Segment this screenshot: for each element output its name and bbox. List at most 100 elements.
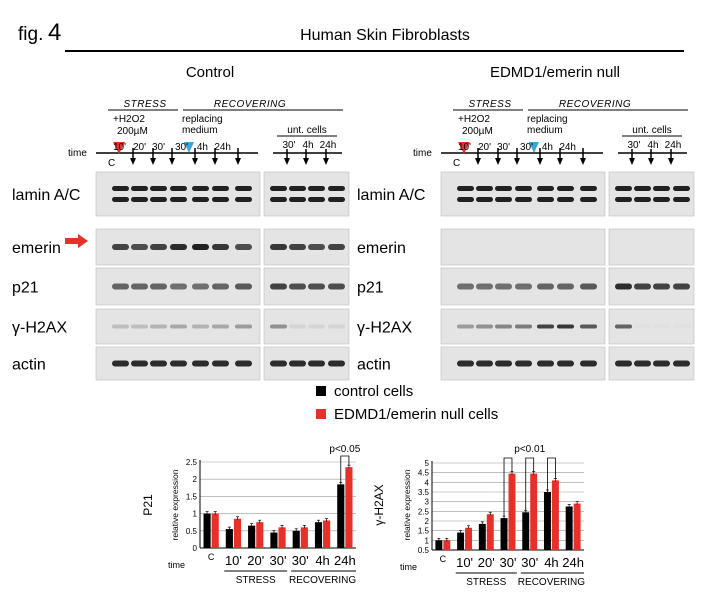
band — [537, 360, 554, 367]
band — [457, 186, 474, 191]
bar — [465, 527, 473, 550]
band — [270, 360, 287, 367]
band — [192, 283, 209, 290]
band — [515, 360, 532, 367]
bar — [508, 473, 516, 550]
band — [308, 283, 325, 290]
band — [192, 186, 209, 191]
control-lane-label: C — [453, 158, 460, 169]
band — [192, 244, 209, 250]
bar — [522, 512, 530, 550]
band — [457, 360, 474, 367]
band — [634, 283, 651, 290]
band — [212, 360, 229, 367]
band — [289, 186, 306, 191]
y-tick-label: 1.5 — [418, 527, 430, 536]
band — [150, 360, 167, 367]
band — [308, 324, 325, 329]
significance-label: p<0.05 — [329, 444, 360, 455]
band — [150, 186, 167, 191]
band — [615, 360, 632, 367]
band — [537, 324, 554, 329]
lane-time-label: 30' — [152, 142, 165, 153]
y-tick-label: 3.5 — [418, 488, 430, 497]
x-tick-label: 20' — [478, 555, 495, 570]
band — [615, 324, 632, 329]
band — [557, 186, 574, 191]
y-axis-label: relative expression — [170, 469, 180, 540]
band — [634, 186, 651, 191]
y-tick-label: 2 — [425, 517, 430, 526]
band — [150, 197, 167, 202]
lane-arrow — [475, 158, 481, 165]
band — [170, 283, 187, 290]
band — [457, 283, 474, 290]
y-tick-label: 4 — [425, 478, 430, 487]
figure-label: fig. — [18, 24, 43, 45]
bar — [530, 473, 538, 550]
band — [192, 360, 209, 367]
lane-time-label: 30' — [497, 142, 510, 153]
blot-label: p21 — [12, 280, 39, 297]
band — [580, 283, 597, 290]
bar — [300, 527, 308, 548]
x-tick-label: 4h — [544, 555, 558, 570]
band — [112, 283, 129, 290]
bar — [225, 529, 233, 548]
lane-arrow — [580, 158, 586, 165]
band — [537, 283, 554, 290]
x-tick-label: C — [440, 554, 447, 564]
band — [289, 324, 306, 329]
y-tick-label: 4.5 — [418, 469, 430, 478]
band — [192, 324, 209, 329]
band — [235, 197, 252, 202]
bar — [211, 513, 219, 548]
blot-strip — [95, 171, 261, 217]
x-tick-label: 20' — [247, 553, 264, 568]
significance-bracket — [340, 455, 350, 483]
band — [673, 197, 690, 202]
figure-number: 4 — [48, 19, 61, 46]
band — [235, 186, 252, 191]
x-tick-label: 10' — [456, 555, 473, 570]
band — [457, 197, 474, 202]
y-tick-label: 2 — [193, 475, 198, 484]
panel-title: Control — [186, 64, 234, 81]
band — [515, 324, 532, 329]
blot-label: emerin — [357, 240, 406, 257]
significance-bracket — [525, 457, 535, 511]
chart-title: P21 — [141, 494, 155, 516]
band — [615, 186, 632, 191]
band — [673, 186, 690, 191]
lane-arrow — [668, 158, 674, 165]
untreated-lane-label: 30' — [282, 140, 295, 151]
band — [615, 283, 632, 290]
emerin-arrow — [65, 234, 88, 248]
lane-arrow — [212, 158, 218, 165]
lane-time-label: 10' — [113, 142, 126, 153]
band — [557, 197, 574, 202]
lane-arrow — [192, 158, 198, 165]
untreated-label: unt. cells — [632, 125, 671, 136]
time-label: time — [168, 560, 185, 570]
bar — [457, 532, 465, 550]
concentration-label: 200µM — [462, 126, 493, 137]
lane-arrow — [235, 158, 241, 165]
band — [170, 197, 187, 202]
band — [653, 360, 670, 367]
x-tick-label: 30' — [292, 553, 309, 568]
blot-label: lamin A/C — [357, 187, 425, 204]
band — [495, 186, 512, 191]
band — [673, 283, 690, 290]
lane-arrow — [629, 158, 635, 165]
lane-arrow — [323, 158, 329, 165]
band — [580, 324, 597, 329]
untreated-lane-label: 24h — [665, 140, 682, 151]
band — [308, 197, 325, 202]
band — [170, 360, 187, 367]
legend-label: EDMD1/emerin null cells — [334, 406, 498, 423]
lane-time-label: 20' — [133, 142, 146, 153]
bar — [256, 522, 264, 548]
blot-label: p21 — [357, 280, 384, 297]
